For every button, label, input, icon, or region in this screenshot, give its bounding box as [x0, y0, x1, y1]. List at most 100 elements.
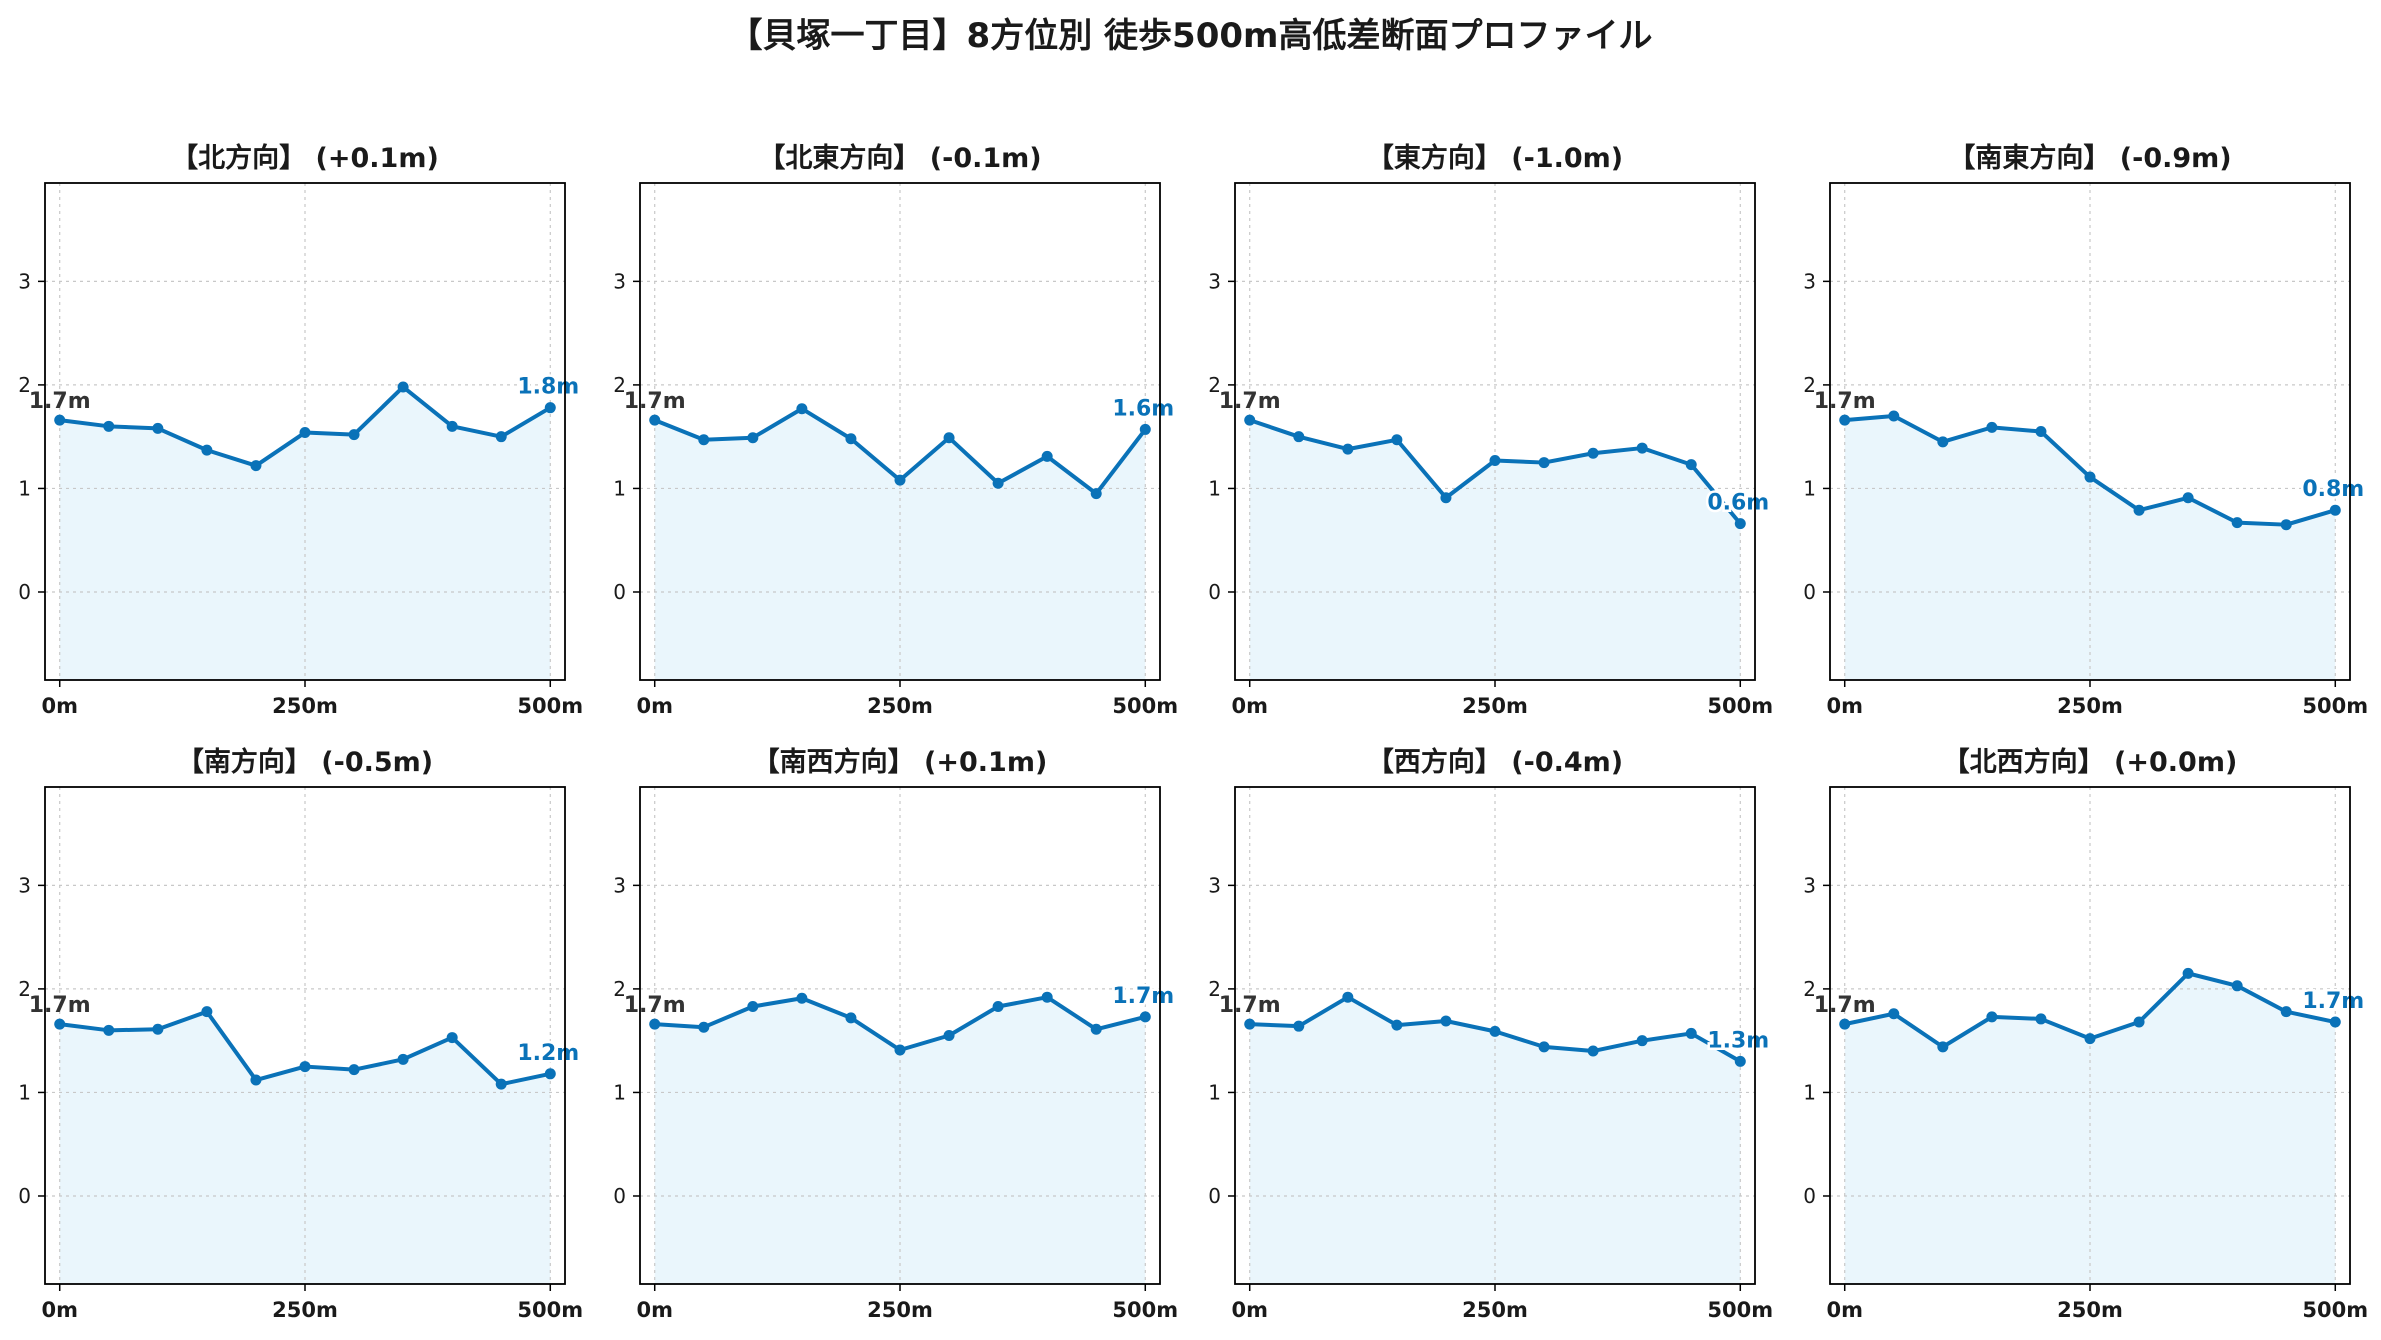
x-tick-label: 250m: [867, 1298, 933, 1322]
panel-6: 【西方向】 (-0.4m) 0 1 2 3 0m 250m 500m 1.7m 1.3m: [1208, 746, 1773, 1322]
y-tick-label: 0: [613, 580, 626, 604]
data-point: [54, 1018, 66, 1030]
x-tick-label: 250m: [1462, 1298, 1528, 1322]
end-elevation-label: 1.7m: [2302, 989, 2364, 1014]
x-tick-label: 0m: [636, 1298, 673, 1322]
x-tick-label: 0m: [1826, 694, 1863, 718]
data-point: [894, 1044, 906, 1056]
data-point: [103, 420, 115, 432]
data-point: [152, 422, 164, 434]
data-point: [2231, 980, 2243, 992]
data-point: [2133, 504, 2145, 516]
data-point: [943, 432, 955, 444]
data-point: [992, 477, 1004, 489]
y-tick-label: 1: [1208, 1080, 1221, 1104]
panel-4: 【南方向】 (-0.5m) 0 1 2 3 0m 250m 500m 1.7m 1.2m: [18, 746, 583, 1322]
x-tick-label: 250m: [867, 694, 933, 718]
y-tick-label: 2: [1208, 373, 1221, 397]
data-point: [250, 460, 262, 472]
data-point: [2329, 1016, 2341, 1028]
data-point: [747, 1001, 759, 1013]
data-point: [1839, 414, 1851, 426]
data-point: [1440, 1015, 1452, 1027]
data-point: [1041, 991, 1053, 1003]
data-point: [446, 1032, 458, 1044]
data-point: [1937, 1041, 1949, 1053]
data-point: [1888, 1008, 1900, 1020]
y-tick-label: 1: [18, 1080, 31, 1104]
data-point: [1986, 421, 1998, 433]
data-point: [201, 444, 213, 456]
y-tick-label: 0: [18, 580, 31, 604]
data-point: [299, 1061, 311, 1073]
x-tick-label: 500m: [1112, 694, 1178, 718]
y-tick-label: 0: [1803, 580, 1816, 604]
data-point: [1139, 1011, 1151, 1023]
data-point: [1041, 450, 1053, 462]
data-point: [1538, 457, 1550, 469]
start-elevation-label: 1.7m: [1219, 993, 1281, 1018]
data-point: [1342, 991, 1354, 1003]
data-point: [649, 414, 661, 426]
panel-2: 【東方向】 (-1.0m) 0 1 2 3 0m 250m 500m 1.7m 0.6m: [1208, 142, 1773, 718]
panel-title: 【北西方向】 (+0.0m): [1943, 746, 2238, 778]
data-point: [1293, 431, 1305, 443]
panel-0: 【北方向】 (+0.1m) 0 1 2 3 0m 250m 500m 1.7m 1.8m: [18, 142, 583, 718]
start-elevation-label: 1.7m: [1814, 993, 1876, 1018]
profile-area: [654, 997, 1146, 1284]
y-tick-label: 2: [1803, 977, 1816, 1001]
x-tick-label: 500m: [2302, 694, 2368, 718]
x-tick-label: 500m: [1112, 1298, 1178, 1322]
y-tick-label: 2: [18, 977, 31, 1001]
data-point: [1587, 447, 1599, 459]
data-point: [1937, 436, 1949, 448]
y-tick-label: 2: [613, 977, 626, 1001]
data-point: [894, 474, 906, 486]
axes-frame: [1829, 786, 2351, 1285]
y-tick-label: 0: [18, 1184, 31, 1208]
x-tick-label: 500m: [517, 1298, 583, 1322]
y-tick-label: 0: [613, 1184, 626, 1208]
panel-title: 【西方向】 (-0.4m): [1367, 746, 1623, 778]
data-point: [1293, 1020, 1305, 1032]
x-tick-label: 0m: [41, 1298, 78, 1322]
axes-frame: [1829, 182, 2351, 681]
y-tick-label: 1: [1803, 476, 1816, 500]
data-point: [698, 434, 710, 446]
data-point: [397, 381, 409, 393]
data-point: [747, 432, 759, 444]
data-point: [495, 431, 507, 443]
axes-frame: [44, 786, 566, 1285]
data-point: [796, 992, 808, 1004]
panel-1: 【北東方向】 (-0.1m) 0 1 2 3 0m 250m 500m 1.7m 1.6m: [613, 142, 1178, 718]
y-tick-label: 1: [613, 1080, 626, 1104]
x-tick-label: 250m: [272, 1298, 338, 1322]
data-point: [1342, 443, 1354, 455]
end-elevation-label: 1.8m: [517, 375, 579, 400]
data-point: [2182, 967, 2194, 979]
data-point: [2329, 504, 2341, 516]
x-tick-label: 0m: [1826, 1298, 1863, 1322]
data-point: [201, 1006, 213, 1018]
start-elevation-label: 1.7m: [1219, 389, 1281, 414]
panel-title: 【北方向】 (+0.1m): [171, 142, 439, 174]
profile-area: [654, 408, 1146, 680]
data-point: [796, 403, 808, 415]
data-point: [544, 402, 556, 414]
data-point: [845, 433, 857, 445]
data-point: [943, 1030, 955, 1041]
data-point: [1685, 459, 1697, 471]
data-point: [348, 429, 360, 441]
y-tick-label: 3: [18, 269, 31, 293]
data-point: [1888, 410, 1900, 422]
data-point: [1839, 1018, 1851, 1030]
start-elevation-label: 1.7m: [29, 993, 91, 1018]
data-point: [2280, 519, 2292, 531]
y-tick-label: 3: [1208, 873, 1221, 897]
data-point: [698, 1021, 710, 1033]
data-point: [1538, 1041, 1550, 1053]
panel-5: 【南西方向】 (+0.1m) 0 1 2 3 0m 250m 500m 1.7m 1.7m: [613, 746, 1178, 1322]
y-tick-label: 3: [613, 269, 626, 293]
y-tick-label: 3: [1803, 873, 1816, 897]
